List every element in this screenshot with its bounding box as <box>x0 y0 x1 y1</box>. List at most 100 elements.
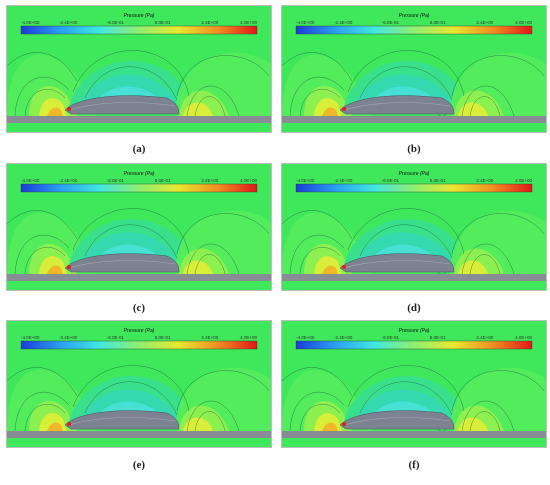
panel-caption-b: (b) <box>407 143 421 155</box>
pressure-field-below <box>282 123 546 132</box>
colorbar-tick-label: -2.4E+00 <box>59 335 78 340</box>
contour-panel-e: Pressure (Pa) -4.0E+00 -2.4E+00 -8.0E-01 8.0… <box>6 320 272 448</box>
colorbar-title: Pressure (Pa) <box>399 171 430 177</box>
contour-plot-c: Pressure (Pa) -4.0E+00 -2.4E+00 -8.0E-01 8.0… <box>7 164 271 290</box>
pressure-field-below <box>282 281 546 290</box>
contour-panel-f: Pressure (Pa) -4.0E+00 -2.4E+00 -8.0E-01 8.0… <box>281 320 547 448</box>
hull-shape <box>339 253 455 273</box>
hull-shape <box>64 410 180 430</box>
contour-panel-a: Pressure (Pa) -4.0E+00 -2.4E+00 -8.0E-01 8.0… <box>6 5 272 133</box>
colorbar-tick-label: 8.0E-01 <box>155 178 171 183</box>
colorbar-tick-label: -4.0E+00 <box>21 335 40 340</box>
colorbar-tick-label: 8.0E-01 <box>430 178 446 183</box>
colorbar-title: Pressure (Pa) <box>399 13 430 19</box>
colorbar-tick-label: -4.0E+00 <box>296 178 315 183</box>
panel-caption-a: (a) <box>132 143 146 155</box>
ground-plate <box>7 431 271 438</box>
colorbar-tick-label: 2.4E+00 <box>476 20 493 25</box>
hull-highlight <box>343 260 451 269</box>
stagnation-point <box>67 107 71 111</box>
contour-panel-b: Pressure (Pa) -4.0E+00 -2.4E+00 -8.0E-01 8.0… <box>281 5 547 133</box>
hull-highlight <box>68 417 176 426</box>
contour-line <box>72 365 190 412</box>
contour-panel-d: Pressure (Pa) -4.0E+00 -2.4E+00 -8.0E-01 8.0… <box>281 163 547 291</box>
contour-line <box>24 404 66 432</box>
contour-line <box>299 89 341 117</box>
stagnation-point <box>67 265 71 269</box>
contour-plot-d: Pressure (Pa) -4.0E+00 -2.4E+00 -8.0E-01 8.0… <box>282 164 546 290</box>
colorbar-tick-label: -4.0E+00 <box>21 178 40 183</box>
contour-line <box>347 208 465 255</box>
colorbar-tick-label: 2.4E+00 <box>476 335 493 340</box>
ground-plate <box>7 116 271 123</box>
colorbar <box>295 25 533 35</box>
contour-line <box>282 367 353 397</box>
contour-lobe <box>47 107 63 116</box>
stagnation-point <box>342 422 346 426</box>
colorbar-title: Pressure (Pa) <box>124 328 155 334</box>
hull-highlight <box>343 417 451 426</box>
ground-plate <box>282 116 546 123</box>
contour-plot-f: Pressure (Pa) -4.0E+00 -2.4E+00 -8.0E-01 8.0… <box>282 321 546 447</box>
contour-line <box>24 89 66 117</box>
hull-shape <box>64 95 180 115</box>
contour-lobe <box>458 417 488 431</box>
hull-highlight <box>68 260 176 269</box>
colorbar-tick-label: 8.0E-01 <box>430 20 446 25</box>
contour-line <box>347 50 465 97</box>
contour-line <box>282 52 353 82</box>
contour-line <box>72 50 190 97</box>
pressure-field-below <box>282 438 546 447</box>
contour-lobe <box>47 422 63 431</box>
colorbar <box>295 340 533 350</box>
colorbar-title: Pressure (Pa) <box>124 13 155 19</box>
contour-line <box>289 391 345 432</box>
contour-lobe <box>183 260 213 274</box>
colorbar-tick-label: -2.4E+00 <box>59 20 78 25</box>
contour-line <box>14 391 70 432</box>
colorbar-tick-label: 4.0E+00 <box>515 20 532 25</box>
colorbar-tick-label: 2.4E+00 <box>476 178 493 183</box>
colorbar-tick-label: 8.0E-01 <box>155 20 171 25</box>
colorbar-tick-label: 4.0E+00 <box>240 335 257 340</box>
pressure-field-below <box>7 281 271 290</box>
panel-caption-d: (d) <box>407 302 421 314</box>
colorbar-tick-label: 4.0E+00 <box>515 335 532 340</box>
contour-line <box>14 234 70 275</box>
hull-highlight <box>68 102 176 111</box>
contour-line <box>24 247 66 275</box>
contour-line <box>14 76 70 117</box>
stagnation-point <box>67 422 71 426</box>
colorbar-tick-label: -8.0E-01 <box>382 20 400 25</box>
pressure-field-below <box>7 123 271 132</box>
colorbar-tick-label: -8.0E-01 <box>382 335 400 340</box>
contour-line <box>72 208 190 255</box>
panel-caption-c: (c) <box>132 302 146 314</box>
stagnation-point <box>342 107 346 111</box>
colorbar-tick-label: -2.4E+00 <box>334 20 353 25</box>
colorbar-tick-label: -8.0E-01 <box>107 335 125 340</box>
contour-line <box>282 210 353 240</box>
hull-shape <box>339 410 455 430</box>
contour-lobe <box>322 107 338 116</box>
colorbar-title: Pressure (Pa) <box>399 328 430 334</box>
colorbar-tick-label: 4.0E+00 <box>240 178 257 183</box>
colorbar-tick-label: -8.0E-01 <box>107 20 125 25</box>
stagnation-point <box>342 265 346 269</box>
colorbar-tick-label: 2.4E+00 <box>201 178 218 183</box>
ground-plate <box>7 274 271 281</box>
contour-lobe <box>458 102 488 116</box>
colorbar-tick-label: -8.0E-01 <box>107 178 125 183</box>
contour-plot-a: Pressure (Pa) -4.0E+00 -2.4E+00 -8.0E-01 8.0… <box>7 6 271 132</box>
colorbar <box>20 183 258 193</box>
ground-plate <box>282 274 546 281</box>
colorbar-tick-label: 8.0E-01 <box>430 335 446 340</box>
contour-line <box>289 234 345 275</box>
contour-plot-e: Pressure (Pa) -4.0E+00 -2.4E+00 -8.0E-01 8.0… <box>7 321 271 447</box>
contour-lobe <box>458 260 488 274</box>
colorbar-tick-label: -4.0E+00 <box>296 20 315 25</box>
hull-highlight <box>343 102 451 111</box>
colorbar-tick-label: 2.4E+00 <box>201 20 218 25</box>
colorbar-title: Pressure (Pa) <box>124 171 155 177</box>
contour-lobe <box>183 417 213 431</box>
